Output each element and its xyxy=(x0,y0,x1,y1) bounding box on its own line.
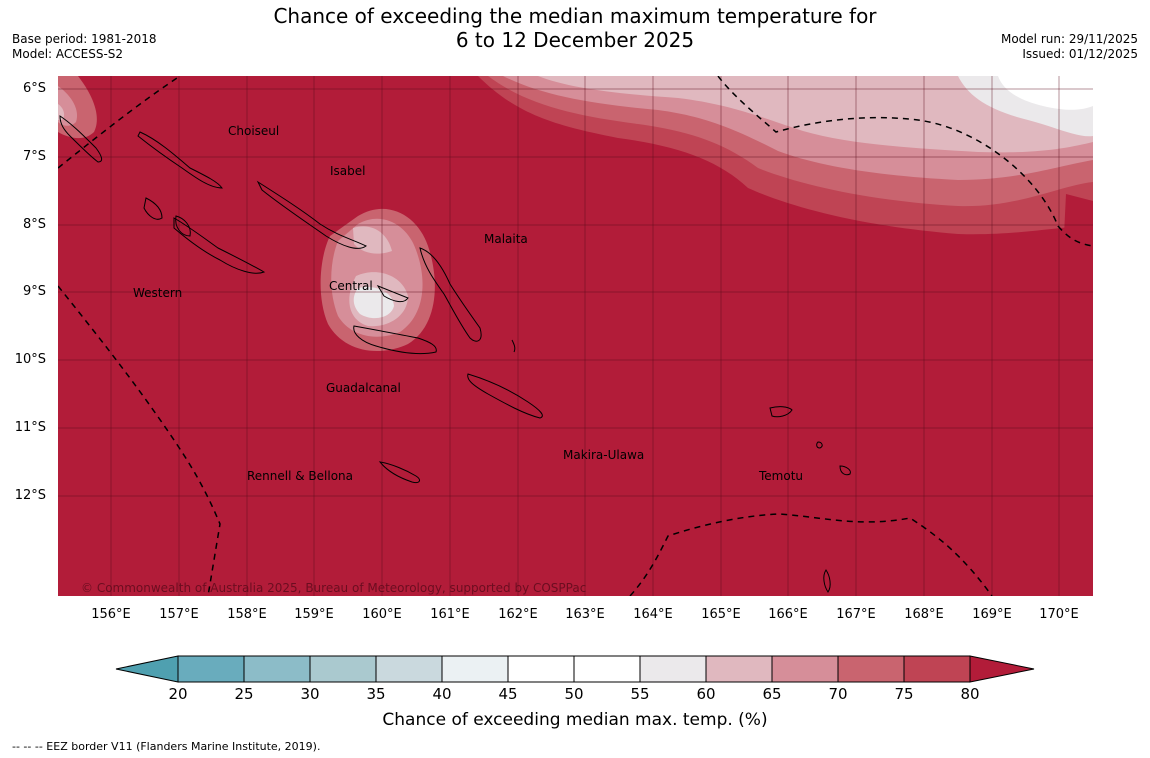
lon-label-164e: 164°E xyxy=(633,607,673,622)
island-kolombangara xyxy=(175,215,191,237)
lon-label-157e: 157°E xyxy=(159,607,199,622)
colorbar-tick-45: 45 xyxy=(498,685,518,703)
model-run: Model run: 29/11/2025 xyxy=(1000,32,1138,46)
island-florida xyxy=(376,284,409,303)
island-malaita xyxy=(419,247,482,342)
province-labels: Choiseul Isabel Malaita Western Central … xyxy=(133,124,803,483)
colorbar-segment-60-65 xyxy=(706,656,772,682)
colorbar-dividers xyxy=(243,656,905,682)
lat-label-9s: 9°S xyxy=(22,284,46,299)
colorbar-segment-45-50 xyxy=(508,656,574,682)
eez-borders xyxy=(58,76,1093,596)
island-isabel xyxy=(256,180,367,249)
island-utupua xyxy=(839,465,851,476)
island-vella-lavella xyxy=(143,197,163,220)
colorbar-tick-70: 70 xyxy=(828,685,848,703)
chart-title: Chance of exceeding the median maximum t… xyxy=(0,4,1150,52)
lon-label-159e: 159°E xyxy=(294,607,334,622)
label-malaita: Malaita xyxy=(484,232,528,246)
colorbar-segment-20-25 xyxy=(178,656,244,682)
lat-label-10s: 10°S xyxy=(14,352,46,367)
island-new-georgia xyxy=(173,217,266,274)
label-guadalcanal: Guadalcanal xyxy=(326,381,401,395)
lon-label-168e: 168°E xyxy=(904,607,944,622)
island-coastlines xyxy=(59,115,851,593)
lon-label-167e: 167°E xyxy=(836,607,876,622)
lon-label-165e: 165°E xyxy=(701,607,741,622)
colorbar-segment-55-60 xyxy=(640,656,706,682)
island-makira xyxy=(467,373,543,419)
eez-border-north-west xyxy=(58,76,181,169)
issued-date: Issued: 01/12/2025 xyxy=(1022,47,1138,61)
colorbar-segment-50-55 xyxy=(574,656,640,682)
colorbar-extend-high xyxy=(969,655,1035,683)
colorbar-tick-20: 20 xyxy=(168,685,188,703)
lon-label-160e: 160°E xyxy=(362,607,402,622)
lon-label-170e: 170°E xyxy=(1039,607,1079,622)
forecast-map: Choiseul Isabel Malaita Western Central … xyxy=(58,76,1093,596)
eez-legend-note: -- -- -- EEZ border V11 (Flanders Marine… xyxy=(12,740,321,753)
lon-label-156e: 156°E xyxy=(91,607,131,622)
label-central: Central xyxy=(329,279,373,293)
colorbar-tick-50: 50 xyxy=(564,685,584,703)
colorbar-segment-70-75 xyxy=(838,656,904,682)
colorbar-segment-40-45 xyxy=(442,656,508,682)
label-rennell-bellona: Rennell & Bellona xyxy=(247,469,353,483)
copyright-notice: © Commonwealth of Australia 2025, Bureau… xyxy=(81,581,586,595)
title-line-2: 6 to 12 December 2025 xyxy=(455,28,695,52)
lat-label-7s: 7°S xyxy=(22,149,46,164)
colorbar xyxy=(115,655,1035,683)
colorbar-tick-25: 25 xyxy=(234,685,254,703)
eez-border-south-east xyxy=(629,513,993,596)
lon-label-161e: 161°E xyxy=(430,607,470,622)
colorbar-tick-60: 60 xyxy=(696,685,716,703)
label-makira-ulawa: Makira-Ulawa xyxy=(563,448,644,462)
island-rennell xyxy=(378,461,420,483)
colorbar-tick-80: 80 xyxy=(960,685,980,703)
colorbar-segment-65-70 xyxy=(772,656,838,682)
lat-label-8s: 8°S xyxy=(22,217,46,232)
lon-label-158e: 158°E xyxy=(227,607,267,622)
model-name: Model: ACCESS-S2 xyxy=(12,47,124,61)
colorbar-tick-30: 30 xyxy=(300,685,320,703)
gridlines xyxy=(58,76,1093,596)
colorbar-tick-65: 65 xyxy=(762,685,782,703)
lon-label-162e: 162°E xyxy=(498,607,538,622)
eez-border-south-west xyxy=(58,285,221,596)
colorbar-segment-25-30 xyxy=(244,656,310,682)
island-choiseul xyxy=(137,131,223,189)
base-period: Base period: 1981-2018 xyxy=(12,32,157,46)
colorbar-title: Chance of exceeding median max. temp. (%… xyxy=(382,710,768,730)
lon-label-163e: 163°E xyxy=(565,607,605,622)
label-temotu: Temotu xyxy=(758,469,803,483)
island-vanikoro xyxy=(816,441,823,449)
colorbar-tick-40: 40 xyxy=(432,685,452,703)
island-ulawa xyxy=(511,339,516,353)
label-choiseul: Choiseul xyxy=(228,124,279,138)
label-western: Western xyxy=(133,286,182,300)
colorbar-segment-30-35 xyxy=(310,656,376,682)
lon-label-166e: 166°E xyxy=(768,607,808,622)
eez-border-north-east xyxy=(717,76,1093,247)
lat-label-6s: 6°S xyxy=(22,81,46,96)
island-guadalcanal xyxy=(353,325,437,355)
colorbar-segment-75-80 xyxy=(904,656,970,682)
colorbar-segment-35-40 xyxy=(376,656,442,682)
label-isabel: Isabel xyxy=(330,164,365,178)
island-bougainville xyxy=(59,115,103,163)
island-torres xyxy=(823,569,831,593)
colorbar-extend-low xyxy=(115,655,179,683)
northwest-contours xyxy=(58,76,97,139)
colorbar-tick-55: 55 xyxy=(630,685,650,703)
colorbar-tick-75: 75 xyxy=(894,685,914,703)
title-line-1: Chance of exceeding the median maximum t… xyxy=(273,4,877,28)
meta-left: Base period: 1981-2018 Model: ACCESS-S2 xyxy=(12,32,157,62)
meta-right: Model run: 29/11/2025 Issued: 01/12/2025 xyxy=(1001,32,1138,62)
island-santa-cruz xyxy=(769,406,793,418)
lon-label-169e: 169°E xyxy=(972,607,1012,622)
colorbar-tick-35: 35 xyxy=(366,685,386,703)
northeast-contours xyxy=(478,76,1093,256)
lat-label-11s: 11°S xyxy=(14,420,46,435)
lat-label-12s: 12°S xyxy=(14,488,46,503)
